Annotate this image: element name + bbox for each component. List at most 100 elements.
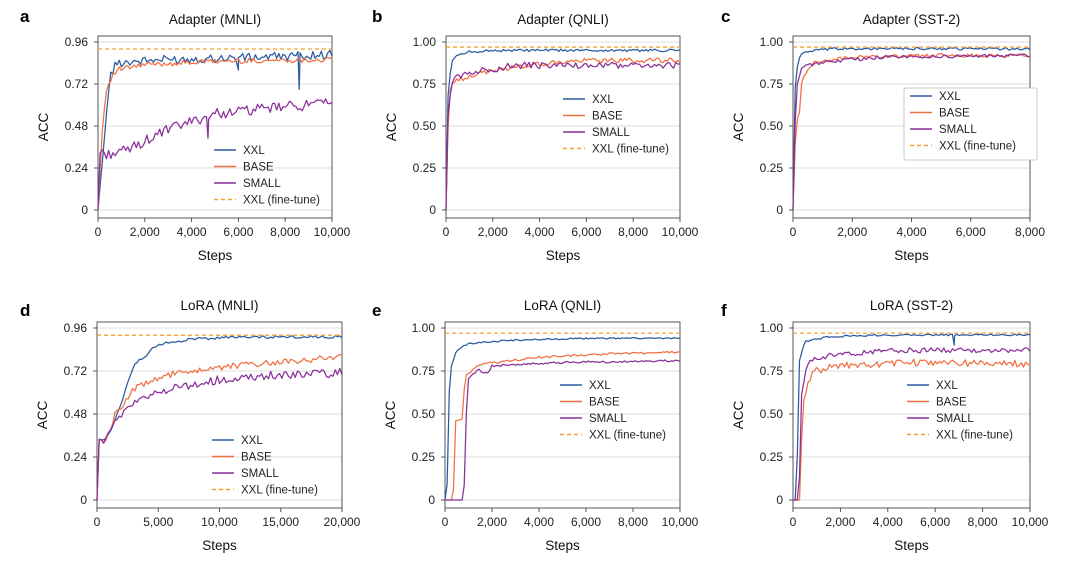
legend-label: SMALL	[939, 124, 977, 136]
y-tick-label: 0.25	[760, 161, 784, 175]
legend-label: XXL	[936, 380, 958, 392]
x-tick-label: 8,000	[270, 225, 300, 239]
plot-frame	[444, 321, 681, 509]
x-axis-label: Steps	[198, 248, 233, 263]
legend-label: BASE	[589, 397, 620, 409]
x-tick-label: 4,000	[896, 225, 926, 239]
y-axis-label: ACC	[731, 113, 746, 142]
plot-frame	[97, 35, 333, 219]
y-tick-label: 0.50	[412, 407, 436, 421]
x-tick-label: 0	[443, 225, 450, 239]
series-line-xxl	[793, 333, 1031, 501]
x-axis-label: Steps	[894, 538, 929, 553]
legend: XXL BASE SMALL XXL (fine-tune)	[560, 380, 666, 442]
x-tick-label: 2,000	[130, 225, 160, 239]
series-line-xxl	[96, 335, 343, 501]
panel-letter: a	[20, 7, 30, 26]
y-tick-label: 0.24	[64, 450, 88, 464]
legend-label: BASE	[936, 397, 967, 409]
panel-title: Adapter (SST-2)	[863, 12, 961, 27]
x-tick-label: 20,000	[324, 515, 361, 529]
x-tick-label: 4,000	[525, 225, 555, 239]
legend: XXL BASE SMALL XXL (fine-tune)	[214, 145, 320, 207]
y-tick-label: 1.00	[760, 35, 784, 49]
y-tick-label: 0	[776, 203, 783, 217]
series-line-xxl	[445, 48, 681, 211]
series-line-small	[445, 359, 681, 501]
y-tick-label: 0	[80, 493, 87, 507]
x-tick-label: 6,000	[223, 225, 253, 239]
x-tick-label: 0	[95, 225, 102, 239]
series-line-small	[97, 98, 333, 211]
y-tick-label: 0.96	[64, 321, 88, 335]
legend-label: BASE	[243, 162, 274, 174]
y-tick-label: 0.72	[64, 364, 88, 378]
x-tick-label: 10,000	[314, 225, 351, 239]
panel-letter: e	[372, 301, 381, 320]
legend: XXL BASE SMALL XXL (fine-tune)	[563, 94, 669, 156]
x-axis-label: Steps	[546, 248, 581, 263]
x-tick-label: 0	[94, 515, 101, 529]
panel-f: f LoRA (SST-2) 0 0.25 0.50 0.75 1.00 0 2,000 4,00…	[721, 298, 1049, 553]
panel-c: c Adapter (SST-2) 0 0.25 0.50 0.75 1.00 0 2,000 4…	[721, 7, 1045, 263]
x-tick-label: 6,000	[571, 225, 601, 239]
legend-label: XXL	[939, 91, 961, 103]
series-line-small	[445, 61, 680, 211]
x-tick-label: 2,000	[478, 225, 508, 239]
panel-d: d LoRA (MNLI) 0 0.24 0.48 0.72 0.96 0 5,000 10,00…	[20, 298, 361, 553]
series-line-base	[793, 358, 1031, 501]
y-tick-label: 1.00	[760, 321, 784, 335]
x-tick-label: 2,000	[825, 515, 855, 529]
y-tick-label: 0.75	[412, 364, 436, 378]
panel-letter: c	[721, 7, 730, 26]
legend-label: SMALL	[589, 413, 627, 425]
legend-box	[903, 87, 1038, 161]
x-tick-label: 6,000	[956, 225, 986, 239]
series-line-xxl	[792, 46, 1031, 211]
y-tick-label: 0	[776, 493, 783, 507]
x-tick-label: 8,000	[618, 515, 648, 529]
y-tick-label: 0.50	[413, 119, 437, 133]
x-tick-label: 6,000	[571, 515, 601, 529]
x-tick-label: 4,000	[524, 515, 554, 529]
y-tick-label: 0	[81, 203, 88, 217]
y-tick-label: 1.00	[413, 35, 437, 49]
series-line-base	[97, 56, 333, 211]
series-line-xxl	[97, 49, 333, 211]
legend-label: SMALL	[936, 413, 974, 425]
panel-e: e LoRA (QNLI) 0 0.25 0.50 0.75 1.00 0 2,000 4,000…	[372, 298, 699, 553]
legend-label: SMALL	[592, 127, 630, 139]
x-tick-label: 5,000	[143, 515, 173, 529]
x-axis-label: Steps	[202, 538, 237, 553]
y-tick-label: 0.48	[65, 119, 89, 133]
x-tick-label: 0	[790, 515, 797, 529]
series-line-xxl	[444, 336, 681, 501]
panel-title: Adapter (MNLI)	[169, 12, 261, 27]
legend-label: SMALL	[243, 178, 281, 190]
legend-label: XXL	[243, 145, 265, 157]
plot-frame	[445, 35, 681, 219]
legend: XXL BASE SMALL XXL (fine-tune)	[907, 380, 1013, 442]
x-tick-label: 8,000	[968, 515, 998, 529]
x-tick-label: 10,000	[1012, 515, 1049, 529]
panel-letter: d	[20, 301, 30, 320]
y-tick-label: 1.00	[412, 321, 436, 335]
x-tick-label: 4,000	[873, 515, 903, 529]
x-tick-label: 0	[790, 225, 797, 239]
legend-label: XXL (fine-tune)	[936, 430, 1013, 442]
x-tick-label: 10,000	[662, 225, 699, 239]
legend-label: XXL (fine-tune)	[243, 195, 320, 207]
y-axis-label: ACC	[36, 113, 51, 142]
series-line-base	[445, 350, 681, 501]
x-tick-label: 8,000	[1015, 225, 1045, 239]
legend-label: BASE	[241, 452, 272, 464]
y-axis-label: ACC	[384, 113, 399, 142]
x-axis-label: Steps	[545, 538, 580, 553]
y-tick-label: 0.72	[65, 77, 89, 91]
x-tick-label: 2,000	[837, 225, 867, 239]
panel-letter: b	[372, 7, 382, 26]
legend-label: XXL (fine-tune)	[592, 144, 669, 156]
x-tick-label: 0	[442, 515, 449, 529]
x-tick-label: 10,000	[201, 515, 238, 529]
panel-letter: f	[721, 301, 727, 320]
